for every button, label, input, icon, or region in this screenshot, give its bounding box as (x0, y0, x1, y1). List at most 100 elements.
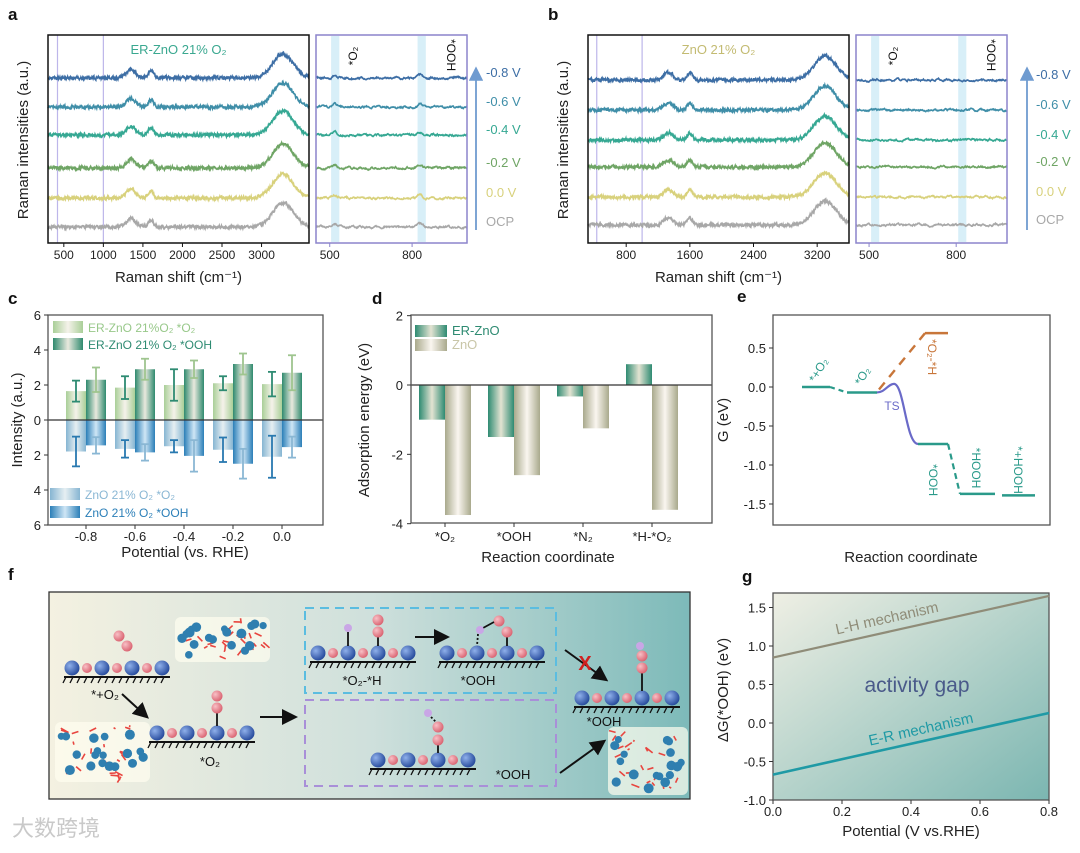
inset-plot-frame (855, 34, 1008, 244)
bar (626, 364, 652, 385)
x-tick-label: 800 (616, 248, 636, 262)
inset-spectrum-line (855, 107, 1008, 113)
crystal-atom (104, 761, 115, 771)
bar (164, 420, 184, 447)
crystal-atom (611, 777, 621, 787)
surface-hatch (329, 661, 334, 669)
o-atom (517, 648, 527, 658)
o-atom (622, 693, 632, 703)
catalyst-surface (308, 645, 416, 669)
bar (115, 387, 135, 420)
mechanism-line (772, 711, 1050, 776)
crystal-atom (136, 747, 145, 756)
y-axis-label: Adsorption energy (eV) (356, 343, 373, 497)
y-tick-label: 2 (396, 309, 403, 324)
catalyst-surface (368, 752, 476, 776)
o-atom (197, 728, 207, 738)
bar (488, 385, 514, 438)
surface-hatch (322, 661, 327, 669)
mechanism-line (772, 594, 1050, 659)
surface-hatch (350, 661, 355, 669)
state-label: *OOH (587, 714, 622, 729)
level-label: *+HOOH (1011, 446, 1025, 494)
y-tick-label: 0.5 (748, 341, 766, 356)
surface-hatch (357, 661, 362, 669)
surface-hatch (336, 661, 341, 669)
crystal-atom (259, 621, 267, 630)
inset-spectrum-line (315, 192, 468, 202)
state-label: *O₂-*H (343, 673, 382, 688)
surface-hatch (139, 676, 144, 684)
zn-atom (239, 725, 255, 741)
zn-atom (664, 690, 680, 706)
surface-hatch (403, 768, 408, 776)
arrow (564, 649, 609, 682)
crystal-atom (128, 758, 137, 768)
y-tick-label: -4 (391, 517, 403, 532)
inset-plot-frame (315, 34, 468, 244)
oxygen-atom (372, 614, 384, 626)
spectrum-line (587, 170, 850, 202)
crystal-bond (611, 735, 617, 741)
o-atom (418, 755, 428, 765)
connector (946, 443, 962, 495)
crystal-bond (102, 744, 106, 748)
crystal-atom (665, 771, 675, 780)
surface-hatch (90, 676, 95, 684)
y-tick-label: 4 (34, 483, 41, 498)
crystal-bond (617, 745, 624, 750)
surface-hatch (438, 768, 443, 776)
zn-atom (400, 645, 416, 661)
surface-hatch (196, 741, 201, 749)
surface-hatch (399, 661, 404, 669)
surface-hatch (472, 661, 477, 669)
surface-hatch (572, 706, 577, 714)
crystal-atom (660, 777, 671, 788)
crystal-bond (60, 727, 69, 733)
crystal-atom (666, 748, 675, 757)
crystal-bond (89, 727, 97, 732)
x-axis-label: Potential (vs. RHE) (121, 544, 249, 561)
inset-spectrum-line (855, 77, 1008, 83)
panel-label: d (372, 289, 382, 308)
level-label: *OOH (926, 464, 940, 496)
surface-hatch (231, 741, 236, 749)
annotation-o2: *O₂ (886, 46, 900, 65)
o-atom (652, 693, 662, 703)
lh-pathway-box (304, 607, 557, 694)
x-tick-label: 3200 (804, 248, 831, 262)
zn-atom (430, 752, 446, 768)
crystal-bond (627, 748, 630, 751)
y-tick-label: 6 (34, 518, 41, 533)
x-tick-label: *O₂ (435, 529, 455, 544)
surface-hatch (368, 768, 373, 776)
crystal-atom (250, 619, 260, 629)
surface-hatch (635, 706, 640, 714)
legend-swatch (53, 321, 83, 333)
y-axis-label: G (eV) (715, 398, 732, 442)
crystal-atom (677, 758, 685, 767)
bar (583, 385, 609, 429)
o-atom (82, 663, 92, 673)
state-label: *OOH (496, 767, 531, 782)
zn-atom (574, 690, 590, 706)
bar (514, 385, 540, 476)
x-tick-label: 1600 (677, 248, 704, 262)
crystal-atom (98, 759, 107, 768)
y-tick-label: -0.5 (744, 755, 766, 770)
crystal-bond (644, 747, 649, 752)
surface-hatch (451, 661, 456, 669)
surface-hatch (224, 741, 229, 749)
bar (86, 420, 106, 446)
surface-hatch (479, 661, 484, 669)
crystal-bond (254, 632, 262, 637)
surface-hatch (385, 661, 390, 669)
inset-spectrum-line (855, 194, 1008, 200)
x-tick-label: -0.8 (75, 529, 97, 544)
oxygen-atom (113, 630, 125, 642)
surface-hatch (656, 706, 661, 714)
crystal-bond (624, 741, 633, 748)
crystal-atom (91, 751, 100, 759)
bar (445, 385, 471, 516)
x-tick-label: 800 (402, 248, 422, 262)
